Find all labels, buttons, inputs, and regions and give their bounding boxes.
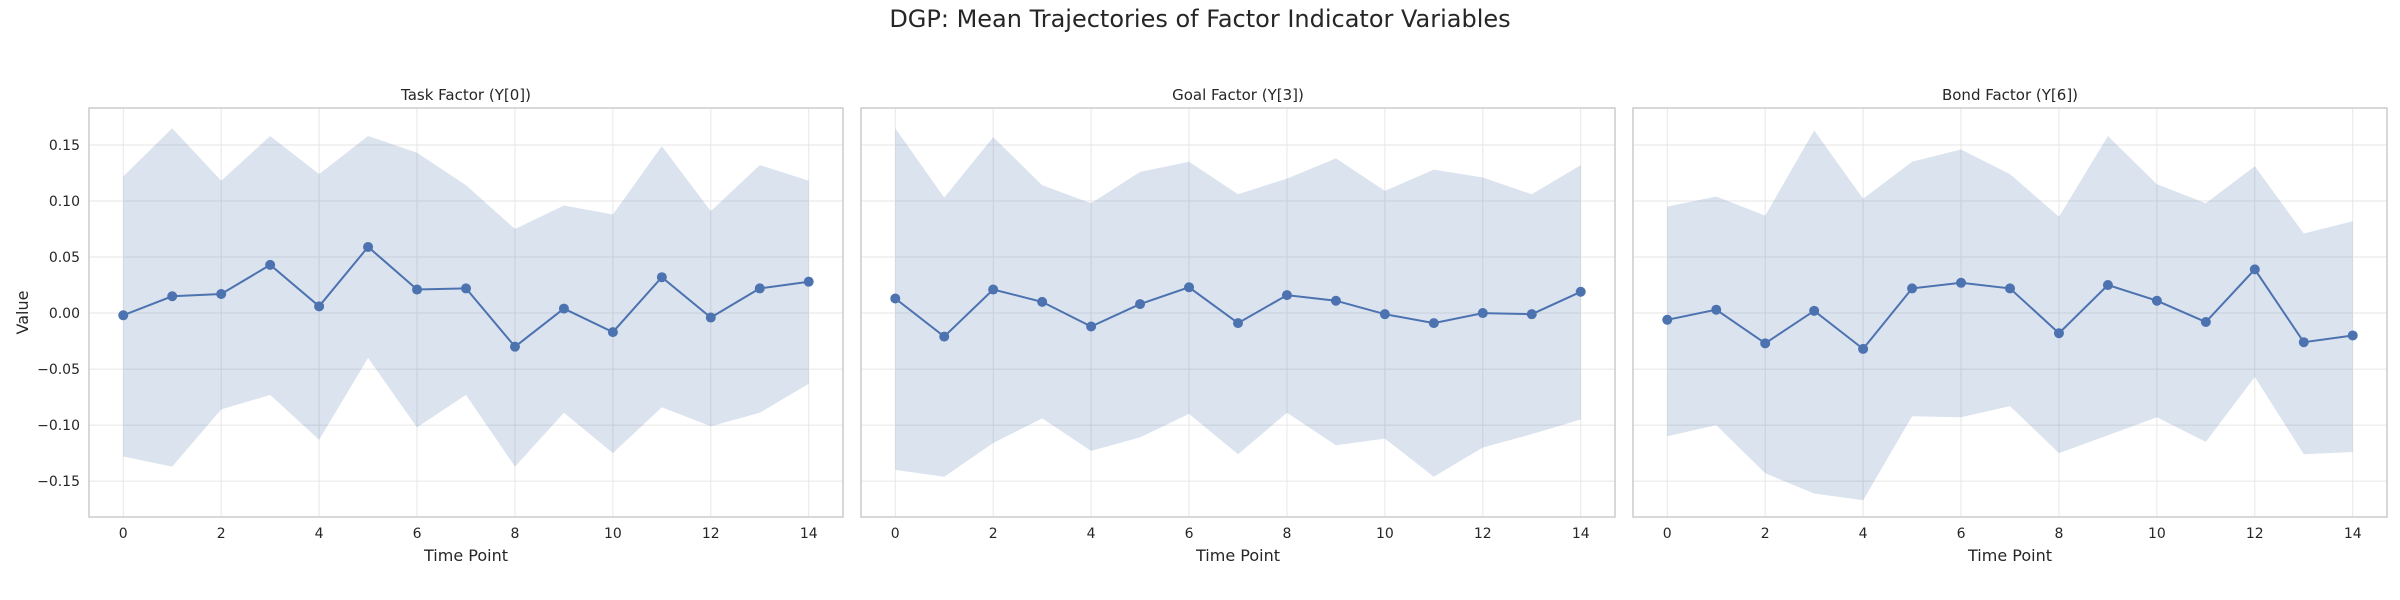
data-point (1135, 299, 1146, 310)
y-tick-label: 0.00 (49, 306, 80, 322)
data-point (216, 289, 227, 300)
x-tick-label: 14 (800, 526, 818, 542)
y-tick-label: 0.05 (49, 250, 80, 266)
x-tick-label: 2 (989, 526, 998, 542)
y-tick-label: −0.05 (37, 362, 80, 378)
y-axis-label: Value (13, 291, 32, 335)
plot-frame (88, 107, 844, 518)
x-tick-label: 6 (1185, 526, 1194, 542)
x-tick-label: 0 (891, 526, 900, 542)
x-tick-label: 8 (511, 526, 520, 542)
data-point (1477, 308, 1488, 319)
data-point (939, 331, 950, 342)
confidence-band (895, 128, 1581, 477)
data-point (988, 284, 999, 295)
data-point (1281, 290, 1292, 301)
data-point (461, 283, 471, 294)
data-point (2102, 280, 2113, 291)
data-point (412, 284, 423, 295)
data-point (314, 301, 325, 312)
subplot-title: Goal Factor (Y[3]) (1172, 86, 1304, 104)
x-tick-label: 12 (1474, 526, 1492, 542)
data-point (1233, 318, 1243, 329)
y-tick-label: −0.10 (37, 418, 80, 434)
data-point (890, 293, 901, 304)
data-point (1760, 338, 1771, 349)
confidence-band (123, 128, 809, 467)
data-point (509, 341, 520, 352)
x-tick-label: 14 (1572, 526, 1590, 542)
data-point (2347, 330, 2358, 341)
data-point (1575, 286, 1586, 297)
data-point (1330, 295, 1341, 306)
data-point (1858, 343, 1869, 354)
y-tick-label: 0.10 (49, 194, 80, 210)
x-axis-label: Time Point (423, 546, 508, 565)
data-point (705, 312, 716, 323)
x-tick-label: 0 (119, 526, 128, 542)
plot-frame (1632, 107, 2388, 518)
data-point (1037, 296, 1048, 307)
data-point (1956, 277, 1967, 288)
x-tick-label: 4 (1859, 526, 1868, 542)
x-tick-label: 14 (2344, 526, 2362, 542)
data-point (1086, 321, 1097, 332)
x-tick-label: 12 (702, 526, 720, 542)
data-point (2053, 328, 2064, 339)
x-tick-label: 2 (1761, 526, 1770, 542)
x-tick-label: 10 (604, 526, 622, 542)
data-point (2005, 283, 2015, 294)
x-tick-label: 8 (1283, 526, 1292, 542)
data-point (1184, 282, 1195, 293)
data-point (265, 259, 276, 270)
subplot-title: Task Factor (Y[0]) (400, 86, 531, 104)
subplot-title: Bond Factor (Y[6]) (1942, 86, 2078, 104)
x-tick-label: 10 (2148, 526, 2166, 542)
confidence-band (1667, 130, 2353, 501)
plot-area (1633, 108, 2387, 517)
data-point (1809, 305, 1820, 316)
data-point (558, 303, 569, 314)
x-tick-label: 0 (1663, 526, 1672, 542)
data-point (167, 291, 178, 302)
data-point (803, 276, 814, 287)
data-point (607, 327, 618, 338)
x-tick-label: 4 (1087, 526, 1096, 542)
y-tick-label: 0.15 (49, 138, 80, 154)
y-tick-label: −0.15 (37, 474, 80, 490)
plot-frame (860, 107, 1616, 518)
data-point (363, 241, 374, 252)
data-point (1711, 304, 1722, 315)
x-axis-label: Time Point (1195, 546, 1280, 565)
data-point (1662, 314, 1673, 325)
x-tick-label: 12 (2246, 526, 2264, 542)
data-point (656, 272, 667, 283)
data-point (1907, 283, 1918, 294)
x-axis-label: Time Point (1967, 546, 2052, 565)
data-point (2298, 337, 2309, 348)
x-tick-label: 6 (413, 526, 422, 542)
x-tick-label: 6 (1957, 526, 1966, 542)
data-point (1526, 309, 1537, 320)
data-point (1379, 309, 1390, 320)
x-tick-label: 4 (315, 526, 324, 542)
x-tick-label: 2 (217, 526, 226, 542)
data-point (754, 283, 765, 294)
x-tick-label: 8 (2055, 526, 2064, 542)
x-tick-label: 10 (1376, 526, 1394, 542)
data-point (2200, 317, 2211, 328)
data-point (2151, 295, 2162, 306)
data-point (118, 310, 129, 321)
data-point (1428, 318, 1439, 329)
data-point (2249, 264, 2260, 275)
figure-title: DGP: Mean Trajectories of Factor Indicat… (889, 5, 1511, 33)
